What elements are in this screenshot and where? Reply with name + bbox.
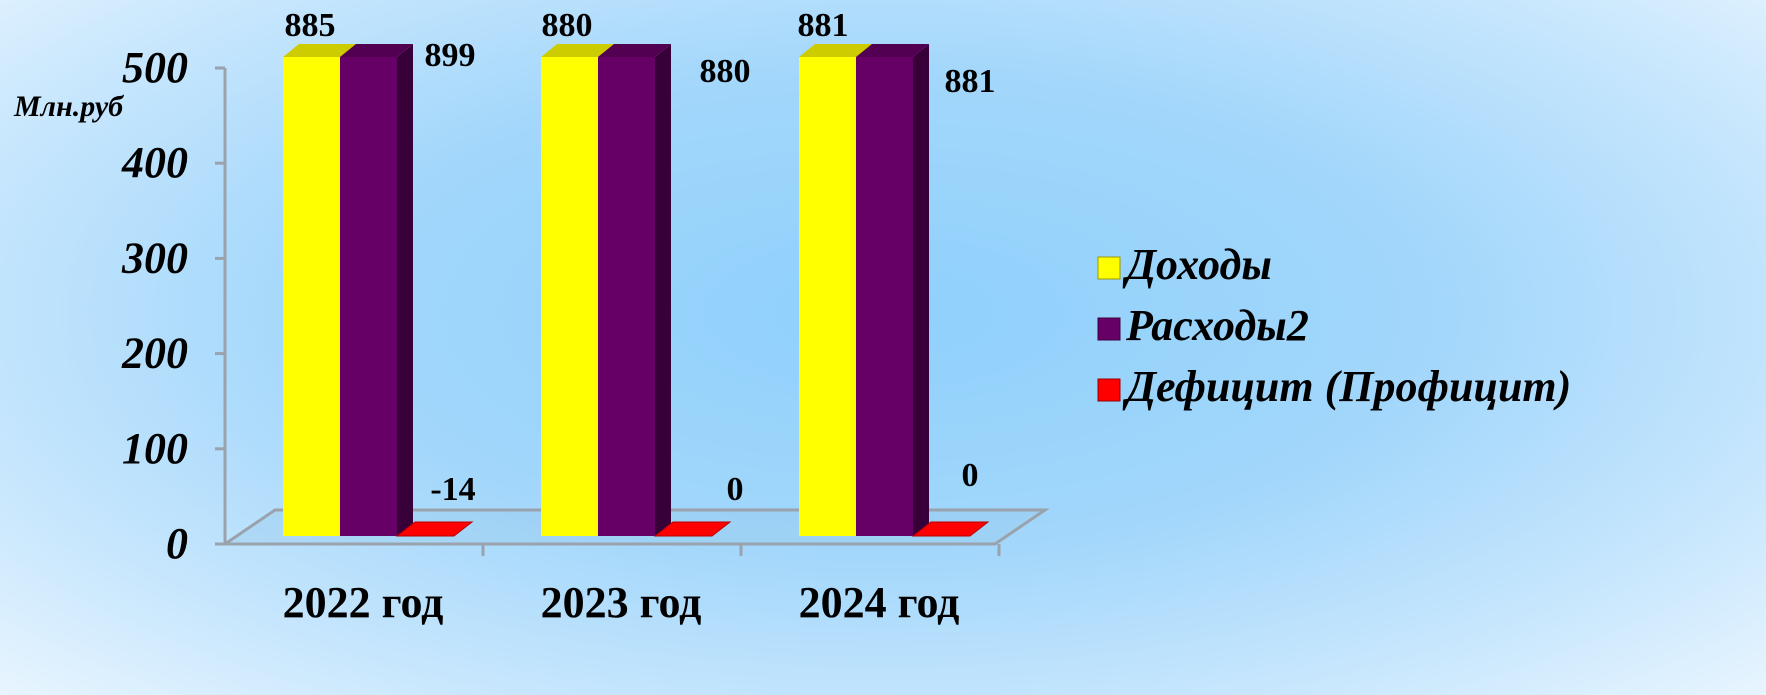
bar-Доходы-2023 год — [541, 57, 598, 536]
legend: Доходы Расходы2 Дефицит (Профицит) — [1097, 240, 1571, 411]
bar-top — [598, 44, 671, 57]
bar-Расходы2-2022 год — [340, 57, 397, 536]
data-label: 881 — [945, 63, 996, 100]
data-label: 0 — [962, 457, 979, 494]
data-label: 885 — [285, 7, 336, 44]
y-tick-label: 400 — [121, 138, 188, 187]
bar-Расходы2-2023 год — [598, 57, 655, 536]
bar-top — [340, 44, 413, 57]
y-tick-label: 100 — [122, 424, 188, 473]
bar-top — [541, 44, 614, 57]
bar-side — [913, 44, 929, 536]
data-label: 880 — [700, 53, 751, 90]
y-tick-label: 300 — [121, 233, 188, 282]
bar-top — [283, 44, 356, 57]
y-tick-label: 0 — [166, 519, 188, 568]
legend-label: Расходы2 — [1125, 301, 1309, 350]
legend-label: Доходы — [1122, 240, 1272, 289]
legend-swatch — [1097, 256, 1121, 280]
bar-Дефицит (Профицит)-2022 год — [395, 521, 474, 537]
data-label: 0 — [727, 471, 744, 508]
y-tick-label: 200 — [121, 329, 188, 378]
legend-label: Дефицит (Профицит) — [1122, 362, 1571, 411]
bar-side — [655, 44, 671, 536]
data-label: -14 — [430, 471, 475, 508]
y-tick-label: 500 — [122, 43, 188, 92]
bars — [283, 44, 990, 537]
data-labels: 885 899 -14 880 880 0 881 881 0 — [285, 7, 996, 508]
data-label: 899 — [425, 37, 476, 74]
y-axis-unit-label: Млн.руб — [13, 90, 124, 123]
legend-swatch — [1097, 378, 1121, 402]
x-tick-label: 2022 год — [283, 578, 444, 627]
x-tick-label: 2023 год — [541, 578, 702, 627]
bar-Доходы-2024 год — [799, 57, 856, 536]
bar-Доходы-2022 год — [283, 57, 340, 536]
bar-top — [799, 44, 872, 57]
data-label: 880 — [542, 7, 593, 44]
bar-Дефицит (Профицит)-2024 год — [911, 521, 990, 537]
x-tick-label: 2024 год — [799, 578, 960, 627]
bar-side — [397, 44, 413, 536]
bar-top — [856, 44, 929, 57]
legend-swatch — [1097, 317, 1121, 341]
data-label: 881 — [798, 7, 849, 44]
bar-Дефицит (Профицит)-2023 год — [653, 521, 732, 537]
axes: 0 100 200 300 400 500 2022 год 2023 год 2024 год — [121, 43, 1001, 627]
bar-Расходы2-2024 год — [856, 57, 913, 536]
